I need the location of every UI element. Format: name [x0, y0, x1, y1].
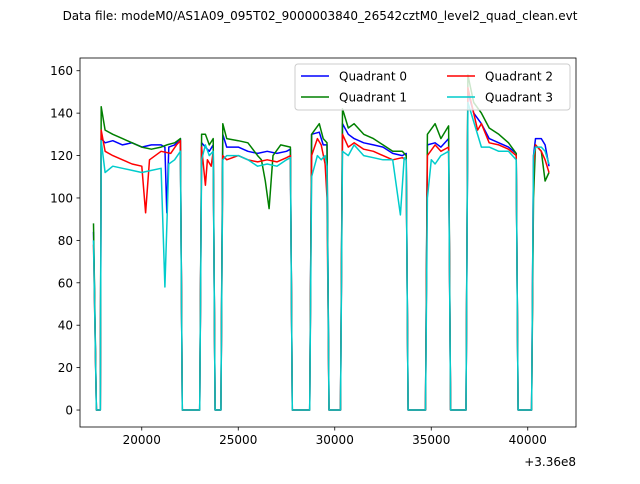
figure-suptitle: Data file: modeM0/AS1A09_095T02_90000038…: [63, 9, 578, 23]
y-tick-label: 140: [50, 107, 73, 121]
y-tick-label: 0: [65, 404, 73, 418]
x-tick-label: 30000: [316, 433, 354, 447]
series-line-quadrant-3: [92, 101, 550, 411]
y-tick-label: 80: [58, 234, 73, 248]
y-tick-label: 100: [50, 191, 73, 205]
y-tick-label: 160: [50, 64, 73, 78]
legend-label-quadrant-0: Quadrant 0: [339, 70, 407, 84]
axes-frame: [79, 57, 577, 428]
x-tick-label: 40000: [509, 433, 547, 447]
legend-label-quadrant-3: Quadrant 3: [485, 91, 553, 105]
legend-label-quadrant-1: Quadrant 1: [339, 91, 407, 105]
x-tick-label: 20000: [123, 433, 161, 447]
x-tick-label: 35000: [412, 433, 450, 447]
y-tick-label: 60: [58, 276, 73, 290]
axes: 20000 25000 30000 35000 40000 0 20 40 60 80 100 120…: [50, 57, 577, 447]
y-tick-label: 120: [50, 149, 73, 163]
series-line-quadrant-2: [92, 86, 550, 411]
y-tick-label: 40: [58, 319, 73, 333]
x-offset-label: +3.36e8: [524, 455, 576, 469]
legend-label-quadrant-2: Quadrant 2: [485, 70, 553, 84]
series-line-quadrant-0: [92, 91, 550, 411]
y-tick-label: 20: [58, 361, 73, 375]
legend-frame: [294, 63, 571, 111]
legend: Quadrant 0 Quadrant 1 Quadrant 2 Quadrant 3: [294, 63, 571, 111]
plot-area: [92, 74, 550, 411]
x-tick-label: 25000: [219, 433, 257, 447]
